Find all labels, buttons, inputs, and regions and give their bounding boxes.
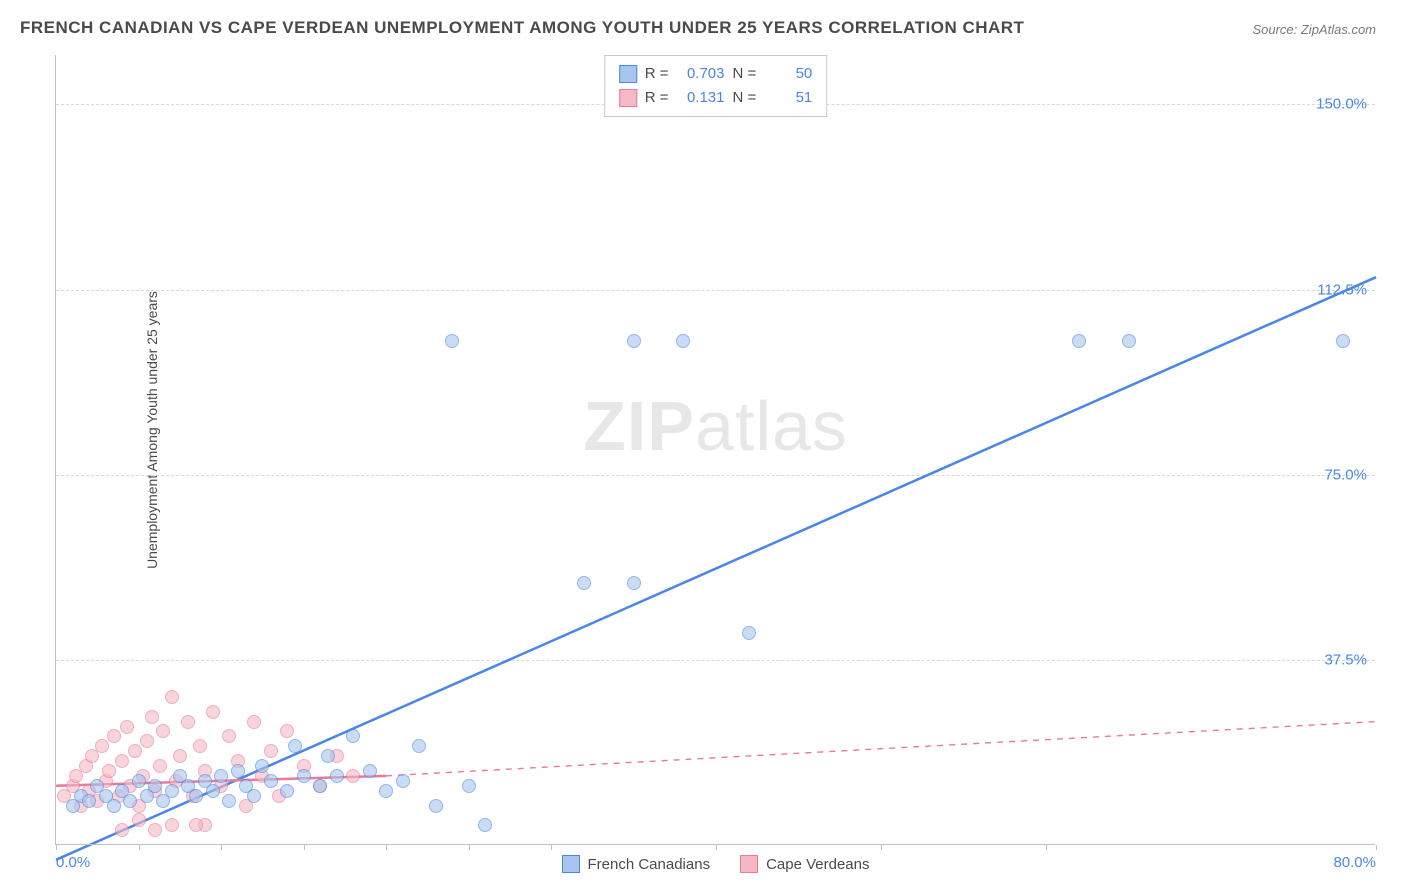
data-point xyxy=(153,759,167,773)
x-tick xyxy=(881,845,882,850)
data-point xyxy=(288,739,302,753)
n-label-2: N = xyxy=(733,86,757,110)
data-point xyxy=(165,784,179,798)
data-point xyxy=(156,724,170,738)
data-point xyxy=(1336,334,1350,348)
data-point xyxy=(173,749,187,763)
data-point xyxy=(222,729,236,743)
data-point xyxy=(445,334,459,348)
data-point xyxy=(247,715,261,729)
data-point xyxy=(165,690,179,704)
data-point xyxy=(1122,334,1136,348)
r-label: R = xyxy=(645,62,669,86)
data-point xyxy=(676,334,690,348)
data-point xyxy=(132,774,146,788)
data-point xyxy=(140,734,154,748)
data-point xyxy=(255,759,269,773)
data-point xyxy=(247,789,261,803)
legend-swatch-cv xyxy=(740,855,758,873)
data-point xyxy=(1072,334,1086,348)
data-point xyxy=(132,813,146,827)
data-point xyxy=(379,784,393,798)
legend-swatch-fc xyxy=(562,855,580,873)
legend-label-cv: Cape Verdeans xyxy=(766,856,869,873)
data-point xyxy=(627,576,641,590)
x-tick xyxy=(56,845,57,850)
n-value-2: 51 xyxy=(764,86,812,110)
x-tick xyxy=(221,845,222,850)
correlation-legend: R = 0.703 N = 50 R = 0.131 N = 51 xyxy=(604,55,828,117)
r-value-1: 0.703 xyxy=(677,62,725,86)
data-point xyxy=(148,823,162,837)
x-tick xyxy=(469,845,470,850)
x-tick xyxy=(139,845,140,850)
legend-swatch-1 xyxy=(619,65,637,83)
series-legend: French Canadians Cape Verdeans xyxy=(562,855,870,873)
data-point xyxy=(321,749,335,763)
data-point xyxy=(206,705,220,719)
data-point xyxy=(222,794,236,808)
data-point xyxy=(396,774,410,788)
data-point xyxy=(363,764,377,778)
data-point xyxy=(107,799,121,813)
data-point xyxy=(742,626,756,640)
data-point xyxy=(145,710,159,724)
data-point xyxy=(280,724,294,738)
chart-title: FRENCH CANADIAN VS CAPE VERDEAN UNEMPLOY… xyxy=(20,18,1024,38)
x-tick xyxy=(304,845,305,850)
n-label: N = xyxy=(733,62,757,86)
legend-row-1: R = 0.703 N = 50 xyxy=(619,62,813,86)
data-point xyxy=(346,769,360,783)
data-point xyxy=(206,784,220,798)
data-point xyxy=(115,823,129,837)
legend-item-1: French Canadians xyxy=(562,855,711,873)
data-point xyxy=(429,799,443,813)
data-point xyxy=(115,754,129,768)
x-tick xyxy=(1046,845,1047,850)
data-point xyxy=(148,779,162,793)
source-label: Source: ZipAtlas.com xyxy=(1252,22,1376,37)
x-tick xyxy=(716,845,717,850)
data-point xyxy=(478,818,492,832)
x-tick xyxy=(386,845,387,850)
data-point xyxy=(102,764,116,778)
data-point xyxy=(264,744,278,758)
n-value-1: 50 xyxy=(764,62,812,86)
r-value-2: 0.131 xyxy=(677,86,725,110)
data-point xyxy=(214,769,228,783)
legend-label-fc: French Canadians xyxy=(588,856,711,873)
data-point xyxy=(462,779,476,793)
data-point xyxy=(346,729,360,743)
data-point xyxy=(120,720,134,734)
data-point xyxy=(313,779,327,793)
data-point xyxy=(280,784,294,798)
x-tick xyxy=(551,845,552,850)
legend-swatch-2 xyxy=(619,89,637,107)
data-point xyxy=(123,794,137,808)
legend-row-2: R = 0.131 N = 51 xyxy=(619,86,813,110)
x-tick xyxy=(1376,845,1377,850)
chart-plot-area: ZIPatlas 37.5%75.0%112.5%150.0% 0.0%80.0… xyxy=(55,55,1375,845)
data-point xyxy=(189,818,203,832)
data-point xyxy=(107,729,121,743)
data-point xyxy=(95,739,109,753)
data-point xyxy=(330,769,344,783)
data-point xyxy=(193,739,207,753)
data-point xyxy=(128,744,142,758)
data-point xyxy=(627,334,641,348)
data-point xyxy=(181,715,195,729)
data-point xyxy=(264,774,278,788)
data-point xyxy=(577,576,591,590)
x-tick-label: 80.0% xyxy=(1333,854,1376,871)
data-point xyxy=(231,764,245,778)
data-point xyxy=(82,794,96,808)
data-point xyxy=(412,739,426,753)
data-point xyxy=(297,769,311,783)
legend-item-2: Cape Verdeans xyxy=(740,855,869,873)
r-label-2: R = xyxy=(645,86,669,110)
data-point xyxy=(189,789,203,803)
data-point xyxy=(165,818,179,832)
